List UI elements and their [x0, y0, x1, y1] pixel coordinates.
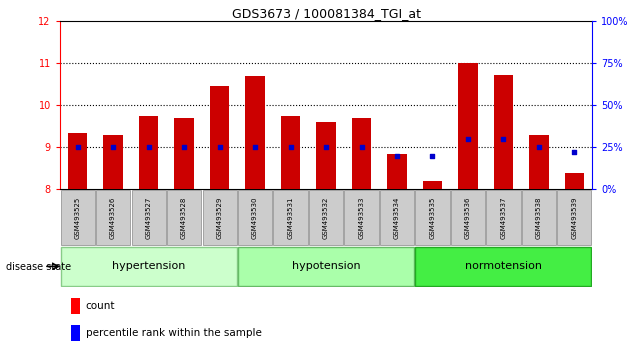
Point: [392, 153, 402, 159]
Point: [214, 144, 224, 150]
Title: GDS3673 / 100081384_TGI_at: GDS3673 / 100081384_TGI_at: [231, 7, 421, 20]
Point: [498, 136, 508, 142]
Point: [534, 144, 544, 150]
FancyBboxPatch shape: [486, 190, 520, 245]
Bar: [423, 181, 442, 189]
Bar: [103, 135, 123, 189]
Point: [72, 144, 83, 150]
Bar: [175, 118, 194, 189]
Bar: [458, 63, 478, 189]
Bar: [245, 76, 265, 189]
FancyBboxPatch shape: [380, 190, 414, 245]
Bar: [139, 116, 158, 189]
FancyBboxPatch shape: [273, 190, 307, 245]
FancyBboxPatch shape: [451, 190, 485, 245]
Bar: [281, 116, 301, 189]
FancyBboxPatch shape: [345, 190, 379, 245]
Bar: [316, 122, 336, 189]
Text: normotension: normotension: [465, 261, 542, 272]
Text: GSM493528: GSM493528: [181, 196, 187, 239]
Text: GSM493538: GSM493538: [536, 196, 542, 239]
FancyBboxPatch shape: [96, 190, 130, 245]
Text: percentile rank within the sample: percentile rank within the sample: [86, 328, 261, 338]
FancyBboxPatch shape: [415, 190, 450, 245]
FancyBboxPatch shape: [238, 247, 414, 286]
Text: disease state: disease state: [6, 262, 71, 272]
Point: [463, 136, 473, 142]
Bar: [71, 325, 80, 341]
Text: GSM493534: GSM493534: [394, 196, 400, 239]
Bar: [352, 118, 371, 189]
Text: GSM493529: GSM493529: [217, 196, 222, 239]
Text: GSM493532: GSM493532: [323, 196, 329, 239]
Bar: [387, 154, 407, 189]
Point: [108, 144, 118, 150]
Text: GSM493533: GSM493533: [358, 196, 365, 239]
FancyBboxPatch shape: [309, 190, 343, 245]
Text: GSM493536: GSM493536: [465, 196, 471, 239]
Point: [427, 153, 437, 159]
FancyBboxPatch shape: [132, 190, 166, 245]
Point: [570, 149, 580, 155]
FancyBboxPatch shape: [415, 247, 592, 286]
Text: GSM493537: GSM493537: [500, 196, 507, 239]
Text: GSM493535: GSM493535: [430, 196, 435, 239]
Text: hypotension: hypotension: [292, 261, 360, 272]
Text: GSM493525: GSM493525: [74, 196, 81, 239]
FancyBboxPatch shape: [238, 190, 272, 245]
Text: hypertension: hypertension: [112, 261, 185, 272]
Bar: [210, 86, 229, 189]
Text: GSM493531: GSM493531: [287, 196, 294, 239]
FancyBboxPatch shape: [60, 190, 94, 245]
Text: GSM493539: GSM493539: [571, 196, 578, 239]
FancyBboxPatch shape: [202, 190, 237, 245]
Bar: [68, 133, 88, 189]
Point: [321, 144, 331, 150]
Bar: [71, 297, 80, 314]
Text: count: count: [86, 301, 115, 311]
Point: [144, 144, 154, 150]
FancyBboxPatch shape: [558, 190, 592, 245]
FancyBboxPatch shape: [522, 190, 556, 245]
FancyBboxPatch shape: [167, 190, 201, 245]
FancyBboxPatch shape: [60, 247, 237, 286]
Point: [179, 144, 189, 150]
Bar: [529, 135, 549, 189]
Text: GSM493530: GSM493530: [252, 196, 258, 239]
Bar: [564, 172, 584, 189]
Point: [357, 144, 367, 150]
Point: [285, 144, 295, 150]
Point: [250, 144, 260, 150]
Text: GSM493526: GSM493526: [110, 196, 116, 239]
Text: GSM493527: GSM493527: [146, 196, 152, 239]
Bar: [494, 75, 513, 189]
